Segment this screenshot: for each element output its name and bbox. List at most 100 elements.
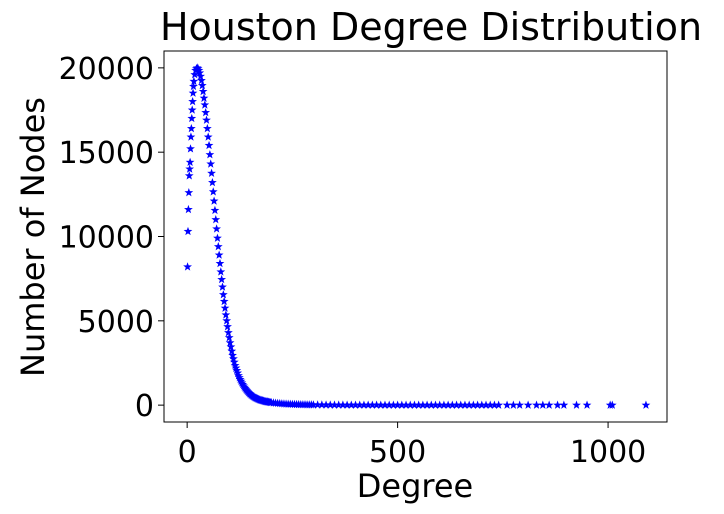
data-point [207, 168, 216, 177]
x-axis-ticks: 0 500 1000 [178, 422, 646, 470]
data-point [418, 400, 428, 409]
data-point [389, 400, 398, 409]
data-point [218, 290, 228, 299]
data-point [439, 400, 449, 409]
data-point [186, 123, 196, 133]
plot-area: 0 500 1000 0 5000 10000 15000 20000 [59, 50, 668, 470]
x-tick-label: 1000 [570, 435, 646, 470]
data-point [190, 70, 200, 79]
data-point [538, 400, 548, 409]
data-point [426, 400, 436, 409]
data-point [188, 96, 197, 106]
data-point [532, 400, 541, 409]
data-point [185, 164, 195, 173]
data-point [447, 400, 457, 409]
y-tick-label: 5000 [78, 305, 154, 340]
data-point [213, 233, 222, 242]
data-point [214, 250, 224, 259]
data-point [559, 400, 569, 409]
y-tick-label: 20000 [59, 52, 154, 87]
data-point [515, 400, 525, 409]
data-point [230, 360, 240, 370]
data-point [188, 88, 198, 97]
data-point [234, 373, 244, 382]
data-point [185, 157, 195, 167]
data-point [397, 400, 407, 409]
data-point [367, 400, 377, 409]
data-point [224, 333, 234, 342]
data-point [228, 350, 237, 360]
data-point [211, 215, 221, 224]
data-point [215, 258, 225, 268]
data-point [607, 400, 617, 409]
data-point [325, 400, 335, 409]
data-point [208, 187, 218, 196]
data-point [206, 159, 216, 168]
data-point [224, 328, 233, 337]
data-point [221, 310, 231, 319]
data-point [572, 400, 581, 409]
chart-title: Houston Degree Distribution [160, 5, 702, 49]
data-point [183, 226, 193, 236]
data-point [210, 205, 220, 215]
data-point [393, 400, 402, 409]
data-point [405, 400, 415, 409]
data-point [186, 144, 195, 153]
x-tick-label: 0 [178, 435, 197, 470]
data-point [197, 75, 206, 85]
data-point [376, 400, 386, 409]
y-tick-label: 15000 [59, 136, 154, 171]
data-point [410, 400, 419, 409]
data-point [184, 171, 194, 180]
data-point [197, 80, 207, 90]
data-point [198, 86, 208, 96]
data-point [229, 357, 239, 366]
data-point [205, 150, 215, 159]
data-point [202, 123, 212, 133]
data-point [508, 400, 518, 409]
data-point [196, 71, 205, 81]
y-axis-label: Number of Nodes [14, 97, 52, 377]
data-point [641, 400, 651, 409]
data-point [338, 400, 348, 409]
data-point [473, 400, 482, 409]
data-point [481, 400, 491, 409]
data-point [523, 400, 533, 409]
data-point [477, 400, 487, 409]
data-point [223, 322, 232, 331]
data-point [309, 400, 318, 409]
data-point [203, 132, 213, 141]
data-point [202, 115, 211, 124]
data-point [201, 107, 211, 117]
data-point [544, 400, 554, 409]
x-tick-label: 500 [369, 435, 426, 470]
data-point [225, 338, 235, 347]
data-point [189, 76, 199, 86]
data-point [401, 400, 411, 409]
data-point [351, 400, 360, 409]
data-point [359, 400, 369, 409]
data-point [232, 365, 242, 375]
data-point [330, 400, 339, 409]
data-point [217, 274, 227, 284]
data-point [216, 267, 226, 276]
data-point [189, 81, 198, 91]
data-point [234, 371, 243, 380]
data-point [186, 132, 196, 141]
data-point [372, 400, 381, 409]
data-point [490, 400, 499, 409]
data-point [194, 65, 204, 75]
data-point [553, 400, 562, 409]
data-point [183, 262, 192, 271]
data-point [431, 400, 440, 409]
data-point [313, 400, 323, 409]
data-point [469, 400, 478, 409]
data-point [187, 105, 197, 114]
data-point [456, 400, 466, 409]
data-point [464, 400, 474, 409]
data-point [363, 400, 373, 409]
data-point [452, 400, 461, 409]
data-point [219, 296, 229, 306]
data-point [317, 400, 327, 409]
